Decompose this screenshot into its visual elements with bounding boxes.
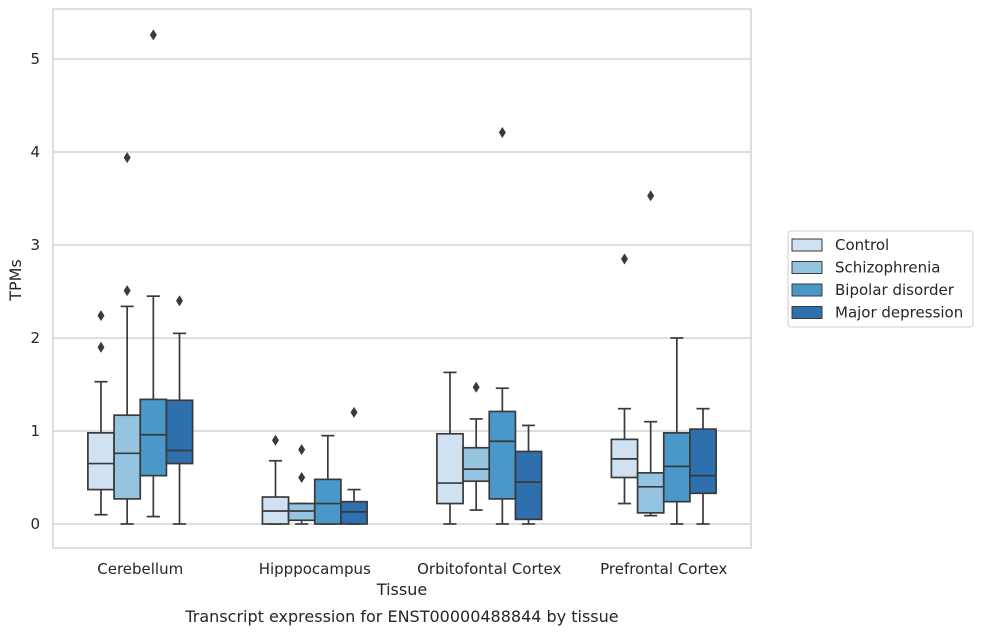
y-tick-label: 0 — [30, 515, 40, 533]
box-control — [261, 434, 290, 525]
chart-caption: Transcript expression for ENST0000048884… — [184, 607, 618, 626]
outlier-point — [647, 190, 655, 202]
box-body — [139, 398, 168, 477]
box-schizophrenia — [462, 381, 491, 511]
box-body — [636, 472, 665, 514]
legend-label: Control — [835, 236, 889, 254]
legend: Control Schizophrenia Bipolar disorder Majo… — [787, 230, 974, 328]
box-schizophrenia — [113, 152, 142, 525]
outlier-point — [620, 253, 628, 265]
outlier-point — [298, 444, 306, 456]
outlier-point — [97, 341, 105, 353]
legend-items: Control Schizophrenia Bipolar disorder Majo… — [791, 236, 963, 322]
x-axis-label: Tissue — [376, 580, 427, 599]
legend-label: Bipolar disorder — [835, 281, 955, 299]
box-body — [436, 432, 464, 505]
legend-label: Major depression — [835, 304, 963, 322]
outlier-point — [498, 126, 506, 138]
box-major-depression — [165, 295, 194, 525]
y-tick-label: 1 — [30, 422, 40, 440]
box-control — [610, 253, 639, 505]
box-body — [462, 446, 491, 483]
outlier-point — [149, 29, 157, 41]
x-tick-label: Orbitofontal Cortex — [417, 560, 561, 578]
box-schizophrenia — [287, 444, 316, 525]
box-body — [287, 502, 316, 522]
y-tick-labels: 0 1 2 3 4 5 — [30, 50, 40, 533]
outlier-point — [123, 152, 131, 164]
outlier-point — [123, 285, 131, 297]
box-body — [689, 428, 717, 495]
y-tick-label: 4 — [30, 143, 40, 161]
y-tick-label: 2 — [30, 329, 40, 347]
box-major-depression — [689, 407, 717, 525]
box-body — [87, 432, 115, 491]
y-tick-label: 3 — [30, 236, 40, 254]
box-major-depression — [340, 406, 368, 525]
outlier-point — [97, 310, 105, 322]
y-axis-label: TPMs — [6, 259, 25, 302]
legend-label: Schizophrenia — [835, 259, 940, 277]
box-control — [436, 371, 464, 525]
outlier-point — [176, 295, 184, 307]
box-body — [340, 500, 368, 525]
legend-swatch — [791, 283, 823, 297]
plot-frame — [52, 8, 752, 549]
box-bipolar-disorder — [313, 434, 342, 525]
box-body — [313, 478, 342, 525]
box-body — [113, 414, 142, 500]
box-body — [165, 399, 194, 465]
legend-swatch — [791, 306, 823, 319]
legend-swatch — [791, 238, 823, 252]
outlier-point — [271, 434, 279, 446]
box-body — [662, 432, 691, 503]
legend-frame — [787, 230, 974, 328]
x-tick-label: Prefrontal Cortex — [600, 560, 727, 578]
box-bipolar-disorder — [662, 337, 691, 525]
box-body — [488, 410, 517, 500]
outlier-point — [298, 472, 306, 483]
outlier-point — [350, 406, 358, 418]
outlier-point — [472, 381, 480, 393]
x-tick-label: Hipppocampus — [259, 560, 371, 578]
x-tick-label: Cerebellum — [97, 560, 183, 578]
box-groups — [87, 29, 717, 525]
legend-swatch — [791, 261, 823, 274]
y-tick-label: 5 — [30, 50, 40, 68]
box-body — [514, 450, 543, 521]
x-tick-labels: Cerebellum Hipppocampus Orbitofontal Corte… — [97, 560, 727, 578]
box-major-depression — [514, 424, 543, 525]
